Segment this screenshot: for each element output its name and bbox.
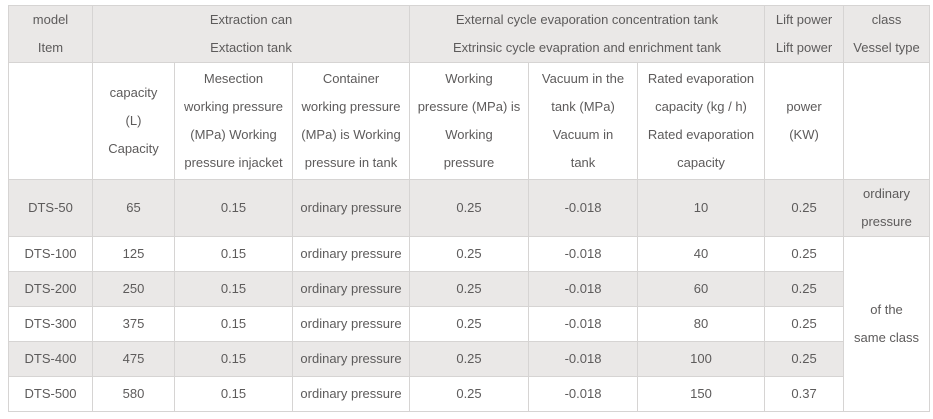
table-row-dts-400: DTS-400 475 0.15 ordinary pressure 0.25 … (8, 341, 930, 377)
cell-power: 0.25 (764, 341, 845, 377)
subheader-capacity: capacity (L) Capacity (92, 62, 175, 180)
cell-power: 0.25 (764, 271, 845, 307)
cell-working-pressure: 0.25 (409, 236, 529, 272)
subheader-model-empty (8, 62, 93, 180)
cell-capacity: 475 (92, 341, 175, 377)
header-class-vessel-type: class Vessel type (843, 5, 931, 63)
header-row-1: model Item Extraction can Extaction tank… (8, 5, 931, 63)
subheader-vacuum: Vacuum in the tank (MPa) Vacuum in tank (528, 62, 638, 180)
cell-jacket-pressure: 0.15 (174, 179, 293, 237)
cell-model: DTS-200 (8, 271, 93, 307)
cell-rated-evaporation: 10 (636, 179, 766, 237)
specification-table: model Item Extraction can Extaction tank… (8, 5, 931, 412)
cell-vacuum: -0.018 (528, 179, 638, 237)
cell-power: 0.25 (764, 179, 845, 237)
cell-container-pressure: ordinary pressure (292, 376, 410, 412)
cell-model: DTS-400 (8, 341, 93, 377)
cell-power: 0.25 (764, 236, 845, 272)
table-row-dts-50: DTS-50 65 0.15 ordinary pressure 0.25 -0… (8, 179, 931, 237)
cell-jacket-pressure: 0.15 (174, 236, 293, 272)
subheader-rated-evaporation: Rated evaporation capacity (kg / h) Rate… (636, 62, 766, 180)
table-row-dts-100: DTS-100 125 0.15 ordinary pressure 0.25 … (8, 236, 931, 412)
subheader-power: power (KW) (764, 62, 845, 180)
cell-jacket-pressure: 0.15 (174, 376, 293, 412)
cell-rated-evaporation: 150 (636, 376, 766, 412)
cell-vacuum: -0.018 (528, 271, 638, 307)
cell-jacket-pressure: 0.15 (174, 341, 293, 377)
cell-vacuum: -0.018 (528, 236, 638, 272)
cell-rated-evaporation: 40 (636, 236, 766, 272)
cell-power: 0.37 (764, 376, 845, 412)
cell-model: DTS-100 (8, 236, 93, 272)
cell-vessel-type: ordinary pressure (843, 179, 931, 237)
header-lift-power: Lift power Lift power (764, 5, 845, 63)
cell-model: DTS-300 (8, 306, 93, 342)
cell-vessel-type-merged: of the same class (843, 236, 931, 412)
cell-capacity: 125 (92, 236, 175, 272)
cell-container-pressure: ordinary pressure (292, 271, 410, 307)
cell-power: 0.25 (764, 306, 845, 342)
table-row-dts-500: DTS-500 580 0.15 ordinary pressure 0.25 … (8, 376, 930, 412)
subheader-working-pressure: Working pressure (MPa) is Working pressu… (409, 62, 529, 180)
subheader-class-empty (843, 62, 931, 180)
cell-capacity: 250 (92, 271, 175, 307)
cell-rated-evaporation: 100 (636, 341, 766, 377)
cell-container-pressure: ordinary pressure (292, 306, 410, 342)
cell-container-pressure: ordinary pressure (292, 179, 410, 237)
cell-rated-evaporation: 80 (636, 306, 766, 342)
cell-capacity: 65 (92, 179, 175, 237)
cell-model: DTS-500 (8, 376, 93, 412)
cell-capacity: 580 (92, 376, 175, 412)
header-extraction-tank-group: Extraction can Extaction tank (92, 5, 410, 63)
cell-model: DTS-50 (8, 179, 93, 237)
cell-capacity: 375 (92, 306, 175, 342)
cell-working-pressure: 0.25 (409, 341, 529, 377)
subheader-jacket-pressure: Mesection working pressure (MPa) Working… (174, 62, 293, 180)
cell-working-pressure: 0.25 (409, 271, 529, 307)
cell-vacuum: -0.018 (528, 376, 638, 412)
table-row-dts-300: DTS-300 375 0.15 ordinary pressure 0.25 … (8, 306, 930, 342)
cell-working-pressure: 0.25 (409, 179, 529, 237)
cell-jacket-pressure: 0.15 (174, 271, 293, 307)
header-model-item: model Item (8, 5, 93, 63)
header-row-2: capacity (L) Capacity Mesection working … (8, 62, 931, 180)
cell-working-pressure: 0.25 (409, 306, 529, 342)
cell-container-pressure: ordinary pressure (292, 341, 410, 377)
cell-rated-evaporation: 60 (636, 271, 766, 307)
cell-vacuum: -0.018 (528, 306, 638, 342)
cell-jacket-pressure: 0.15 (174, 306, 293, 342)
subheader-container-pressure: Container working pressure (MPa) is Work… (292, 62, 410, 180)
table-row-dts-200: DTS-200 250 0.15 ordinary pressure 0.25 … (8, 271, 930, 307)
cell-vacuum: -0.018 (528, 341, 638, 377)
cell-container-pressure: ordinary pressure (292, 236, 410, 272)
header-external-cycle-group: External cycle evaporation concentration… (408, 5, 766, 63)
cell-working-pressure: 0.25 (409, 376, 529, 412)
